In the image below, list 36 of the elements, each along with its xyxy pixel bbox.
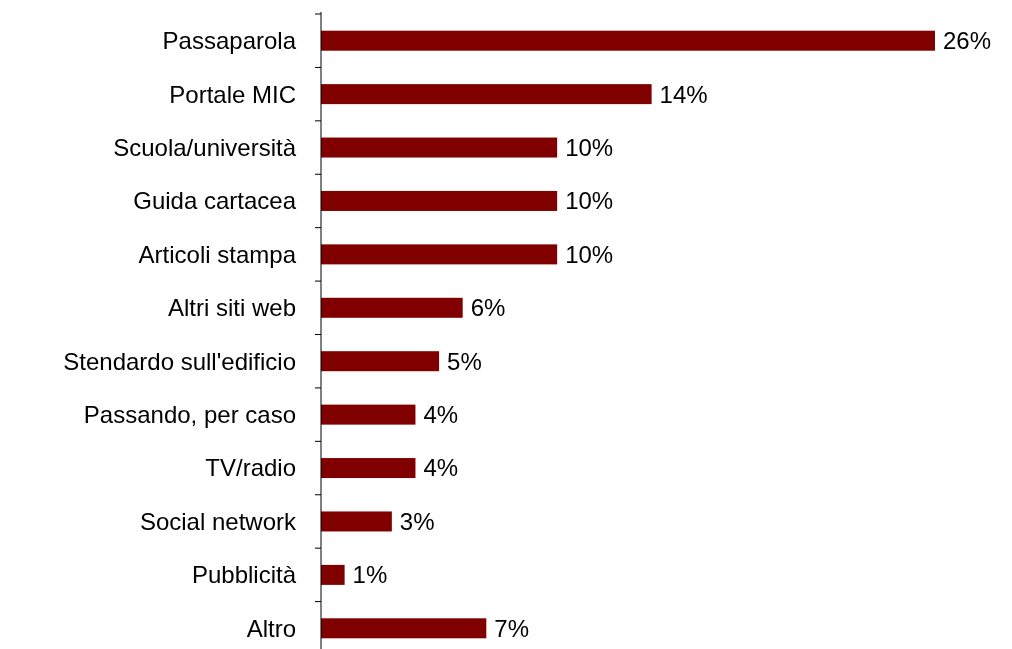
y-tick-label: Portale MIC — [169, 80, 296, 108]
bar — [321, 190, 558, 211]
bar — [321, 351, 440, 372]
y-tick-label: Passaparola — [162, 27, 297, 55]
y-tick-label: Scuola/università — [113, 133, 297, 161]
bar — [321, 244, 558, 265]
data-label: 4% — [423, 401, 459, 429]
y-tick-label: Passando, per caso — [83, 401, 296, 429]
bar — [321, 404, 416, 425]
y-tick-label: Social network — [139, 507, 297, 535]
data-label: 10% — [565, 187, 614, 215]
bar — [321, 458, 416, 479]
bar — [321, 564, 345, 585]
data-label: 4% — [423, 454, 459, 482]
bar — [321, 30, 935, 51]
data-label: 1% — [352, 561, 388, 589]
data-label: 10% — [565, 133, 614, 161]
y-tick-label: Pubblicità — [191, 561, 297, 589]
y-tick-label: Articoli stampa — [138, 240, 297, 268]
y-tick-label: Stendardo sull'edificio — [63, 347, 296, 375]
y-tick-label: Altro — [246, 614, 296, 642]
bar — [321, 618, 487, 639]
y-tick-label: Guida cartacea — [133, 187, 297, 215]
data-label: 7% — [494, 614, 529, 642]
bar — [321, 137, 558, 158]
data-label: 6% — [470, 294, 506, 322]
bar — [321, 297, 463, 318]
y-tick-label: TV/radio — [205, 454, 296, 482]
data-label: 3% — [399, 507, 435, 535]
data-label: 5% — [447, 347, 482, 375]
y-tick-label: Altri siti web — [167, 294, 296, 322]
data-label: 26% — [943, 27, 992, 55]
data-label: 10% — [565, 240, 614, 268]
data-label: 14% — [659, 80, 708, 108]
bar — [321, 511, 392, 532]
bar — [321, 84, 652, 105]
